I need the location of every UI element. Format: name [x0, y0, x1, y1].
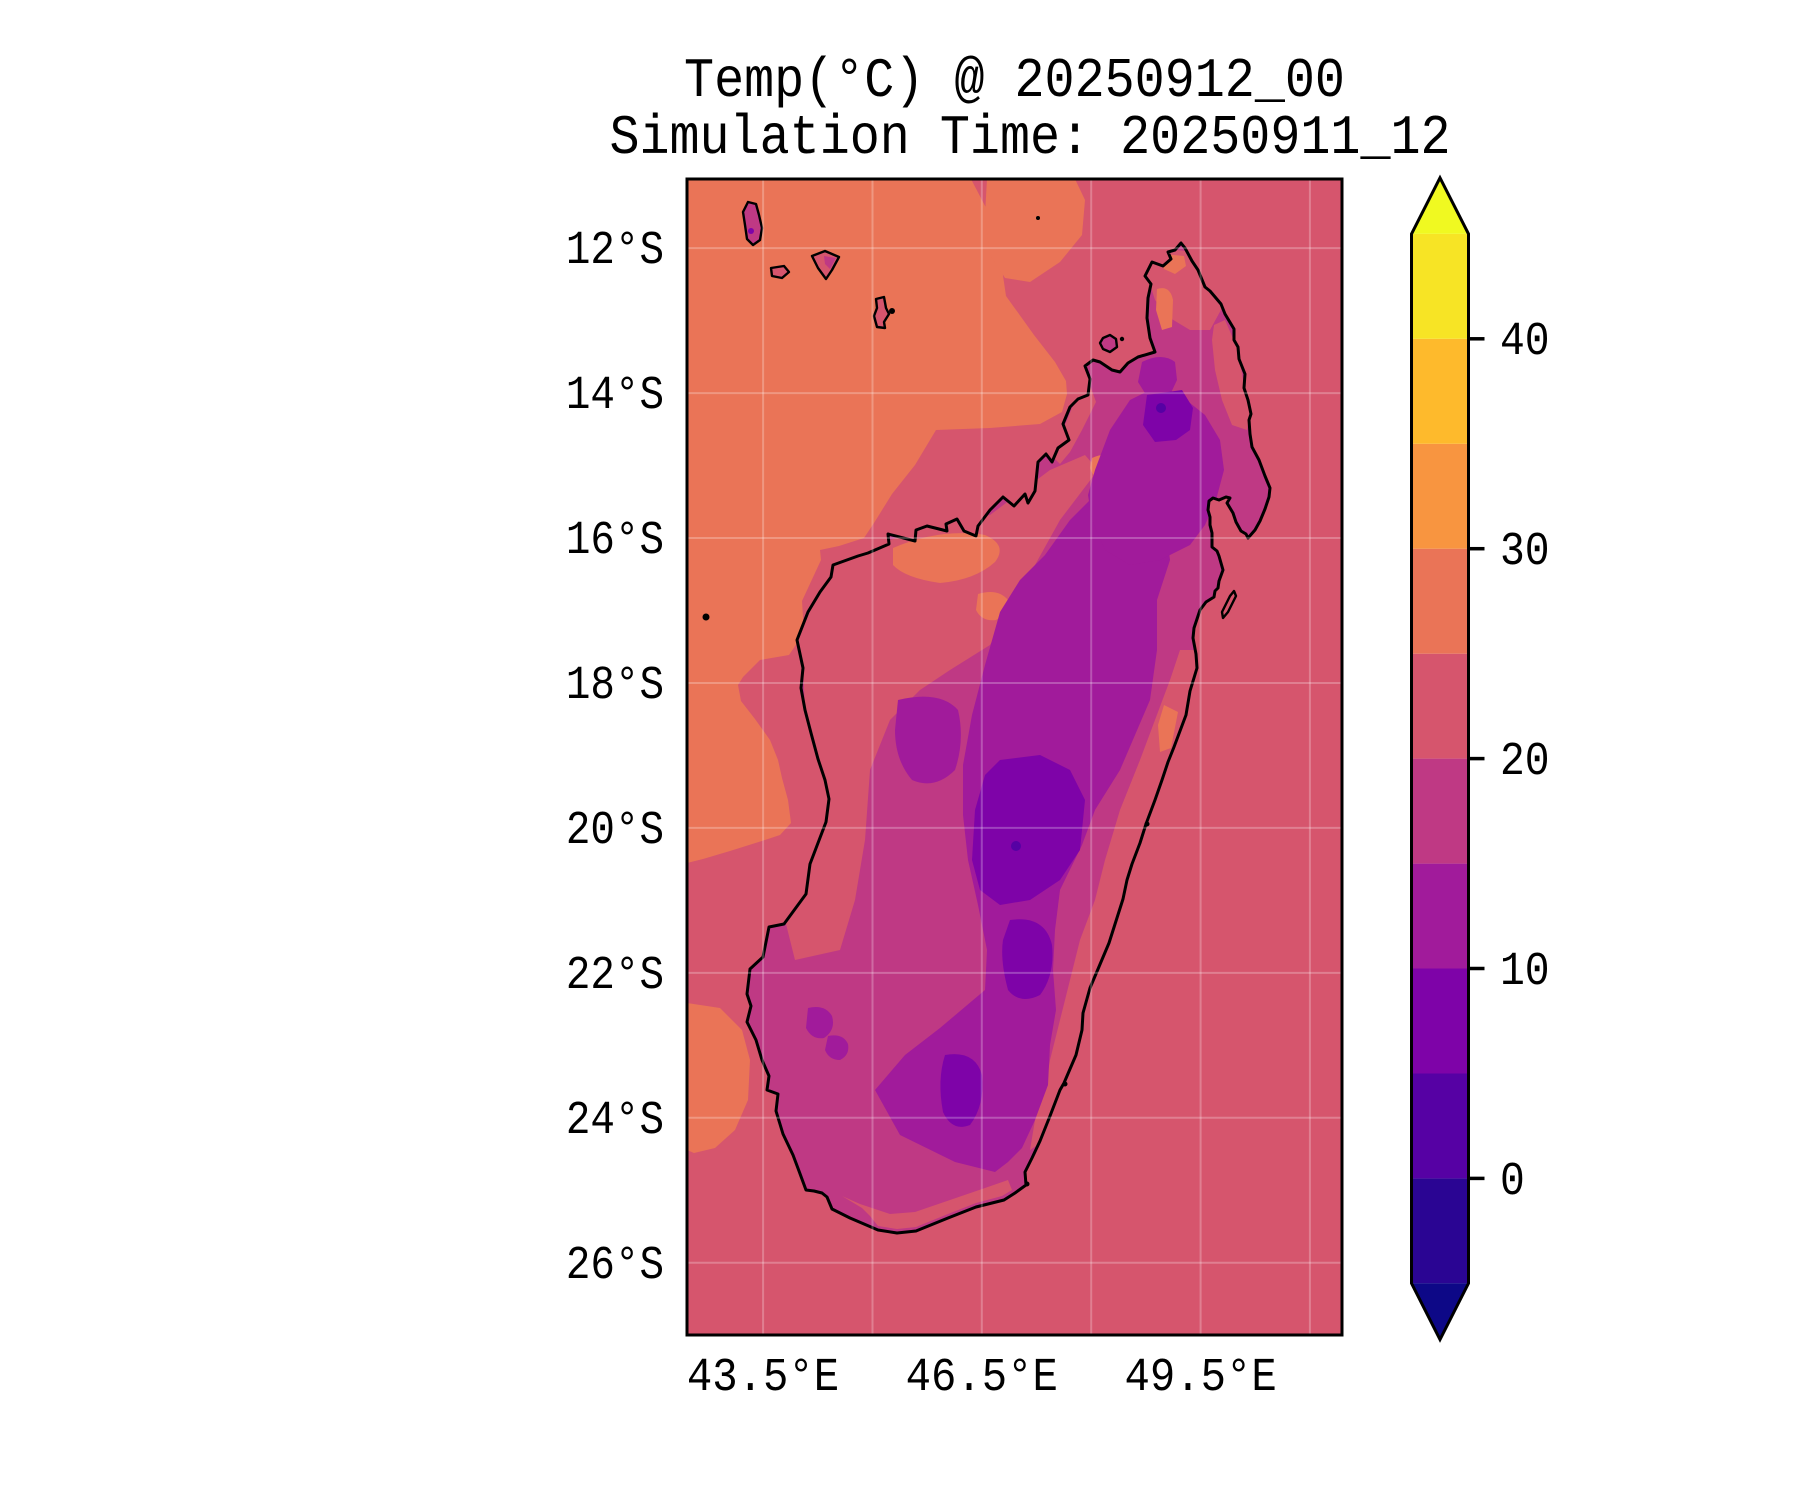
svg-text:16°S: 16°S [566, 515, 664, 568]
svg-text:12°S: 12°S [566, 225, 664, 278]
svg-text:43.5°E: 43.5°E [687, 1352, 839, 1405]
svg-text:20: 20 [1500, 736, 1550, 789]
svg-text:24°S: 24°S [566, 1095, 664, 1148]
svg-text:22°S: 22°S [566, 950, 664, 1003]
svg-text:10: 10 [1500, 946, 1550, 999]
svg-text:Simulation Time: 20250911_12: Simulation Time: 20250911_12 [609, 107, 1450, 170]
svg-text:30: 30 [1500, 526, 1550, 579]
svg-text:14°S: 14°S [566, 370, 664, 423]
svg-text:20°S: 20°S [566, 805, 664, 858]
svg-text:0: 0 [1500, 1156, 1525, 1209]
svg-text:26°S: 26°S [566, 1240, 664, 1293]
svg-text:46.5°E: 46.5°E [906, 1352, 1058, 1405]
svg-text:49.5°E: 49.5°E [1124, 1352, 1276, 1405]
svg-text:18°S: 18°S [566, 660, 664, 713]
svg-text:Temp(°C) @ 20250912_00: Temp(°C) @ 20250912_00 [684, 50, 1345, 113]
svg-text:40: 40 [1500, 316, 1550, 369]
